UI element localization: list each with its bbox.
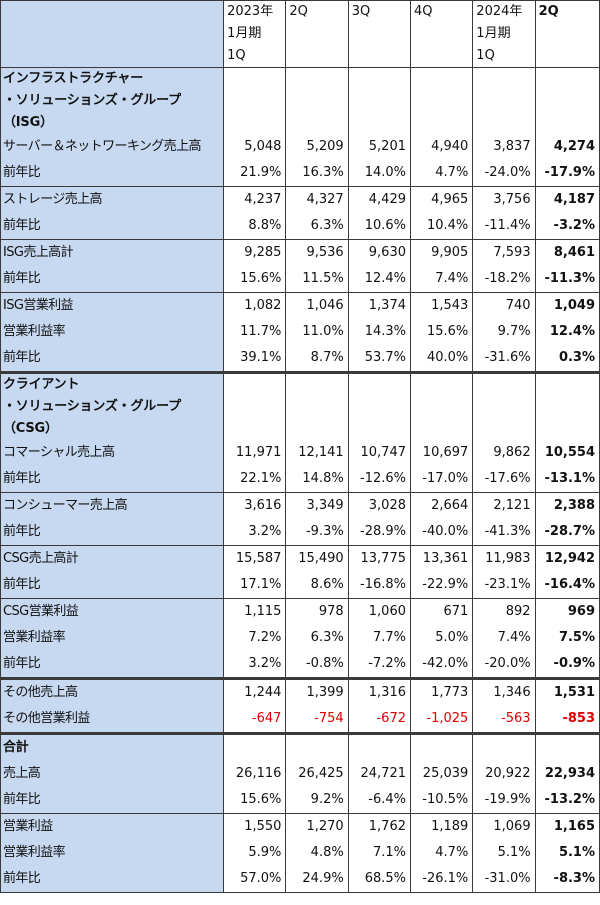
table-row: ISG営業利益 1,082 1,046 1,374 1,543 740 1,049: [0, 292, 600, 319]
row-label: 営業利益率: [0, 840, 225, 866]
table-row: 前年比 17.1% 8.6% -16.8% -22.9% -23.1% -16.4%: [0, 572, 600, 599]
row-label: 営業利益率: [0, 625, 225, 651]
row-label: CSG売上高計: [0, 545, 225, 572]
table-row: ISG売上高計 9,285 9,536 9,630 9,905 7,593 8,461: [0, 239, 600, 266]
row-label: その他営業利益: [0, 706, 225, 734]
row-label: 前年比: [0, 266, 225, 293]
table-row: 前年比 22.1% 14.8% -12.6% -17.0% -17.6% -13.1%: [0, 466, 600, 493]
row-label: コマーシャル売上高: [0, 440, 225, 466]
row-label: サーバー＆ネットワーキング売上高: [0, 134, 225, 160]
table-row: CSG売上高計 15,587 15,490 13,775 13,361 11,983 12…: [0, 545, 600, 572]
header-corner: [0, 0, 225, 68]
row-label: 前年比: [0, 160, 225, 187]
isg-section-title-row: インフラストラクチャー: [0, 67, 600, 90]
total-section-title-row: 合計: [0, 732, 600, 761]
row-label: 前年比: [0, 572, 225, 599]
table-row: 前年比 15.6% 11.5% 12.4% 7.4% -18.2% -11.3%: [0, 266, 600, 293]
table-row: 前年比 3.2% -0.8% -7.2% -42.0% -20.0% -0.9%: [0, 651, 600, 679]
table-row: コマーシャル売上高 11,971 12,141 10,747 10,697 9,862 1…: [0, 440, 600, 466]
row-label: ISG営業利益: [0, 292, 225, 319]
table-row: その他売上高 1,244 1,399 1,316 1,773 1,346 1,531: [0, 677, 600, 706]
table-row: 売上高 26,116 26,425 24,721 25,039 20,922 22,934: [0, 761, 600, 787]
row-label: 前年比: [0, 213, 225, 240]
row-label: 前年比: [0, 466, 225, 493]
csg-section-title: クライアント: [0, 371, 225, 396]
row-label: 前年比: [0, 651, 225, 679]
row-label: 前年比: [0, 866, 225, 893]
table-row: 前年比 39.1% 8.7% 53.7% 40.0% -31.6% 0.3%: [0, 345, 600, 373]
total-section-title: 合計: [0, 732, 225, 761]
table-row: 営業利益 1,550 1,270 1,762 1,189 1,069 1,165: [0, 813, 600, 840]
table-row: CSG営業利益 1,115 978 1,060 671 892 969: [0, 598, 600, 625]
row-label: その他売上高: [0, 677, 225, 706]
table-row: 営業利益率 7.2% 6.3% 7.7% 5.0% 7.4% 7.5%: [0, 625, 600, 651]
table-row: サーバー＆ネットワーキング売上高 5,048 5,209 5,201 4,940 3,8…: [0, 134, 600, 160]
row-label: ISG売上高計: [0, 239, 225, 266]
table-row: 前年比 15.6% 9.2% -6.4% -10.5% -19.9% -13.2%: [0, 787, 600, 814]
csg-section-abbr: （CSG）: [0, 418, 225, 440]
header-2023-4q: 4Q: [409, 0, 474, 68]
row-label: コンシューマー売上高: [0, 492, 225, 519]
table-row: ストレージ売上高 4,237 4,327 4,429 4,965 3,756 4,187: [0, 186, 600, 213]
header-2024-1q: 2024年 1月期 1Q: [472, 0, 536, 68]
row-label: 前年比: [0, 345, 225, 373]
table-row: 前年比 57.0% 24.9% 68.5% -26.1% -31.0% -8.3%: [0, 866, 600, 893]
table-row: その他営業利益 -647 -754 -672 -1,025 -563 -853: [0, 706, 600, 734]
row-label: ストレージ売上高: [0, 186, 225, 213]
row-label: CSG営業利益: [0, 598, 225, 625]
table-row: 前年比 8.8% 6.3% 10.6% 10.4% -11.4% -3.2%: [0, 213, 600, 240]
table-row: 営業利益率 5.9% 4.8% 7.1% 4.7% 5.1% 5.1%: [0, 840, 600, 866]
row-label: 前年比: [0, 787, 225, 814]
header-2023-1q: 2023年 1月期 1Q: [223, 0, 287, 68]
header-2024-2q: 2Q: [534, 0, 600, 68]
row-label: 売上高: [0, 761, 225, 787]
row-label: 前年比: [0, 519, 225, 546]
header-2023-3q: 3Q: [347, 0, 412, 68]
table-row: 前年比 3.2% -9.3% -28.9% -40.0% -41.3% -28.7%: [0, 519, 600, 546]
isg-section-title: インフラストラクチャー: [0, 67, 225, 90]
table-row: 前年比 21.9% 16.3% 14.0% 4.7% -24.0% -17.9%: [0, 160, 600, 187]
csg-section-title-row: クライアント: [0, 371, 600, 396]
isg-section-subtitle: ・ソリューションズ・グループ: [0, 90, 225, 112]
header-row: 2023年 1月期 1Q 2Q 3Q 4Q 2024年 1月期 1Q 2Q: [0, 0, 600, 68]
row-label: 営業利益率: [0, 319, 225, 345]
row-label: 営業利益: [0, 813, 225, 840]
table-row: 営業利益率 11.7% 11.0% 14.3% 15.6% 9.7% 12.4%: [0, 319, 600, 345]
header-2023-2q: 2Q: [285, 0, 349, 68]
csg-section-subtitle: ・ソリューションズ・グループ: [0, 396, 225, 418]
isg-section-abbr: （ISG）: [0, 112, 225, 134]
table-row: コンシューマー売上高 3,616 3,349 3,028 2,664 2,121 2,38…: [0, 492, 600, 519]
